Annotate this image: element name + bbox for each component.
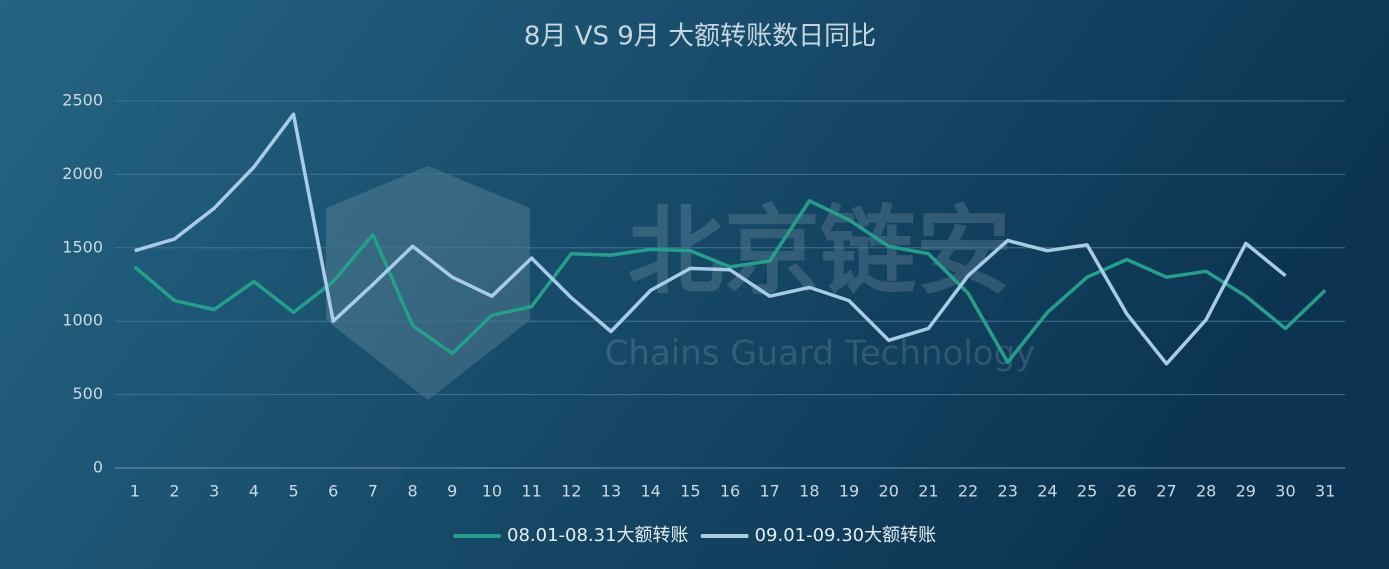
x-tick-label: 18 (799, 482, 819, 501)
x-tick-label: 28 (1196, 482, 1216, 501)
legend-label: 09.01-09.30大额转账 (755, 525, 937, 546)
x-tick-label: 17 (759, 482, 779, 501)
chart-title: 8月 VS 9月 大额转账数日同比 (524, 22, 876, 52)
x-tick-label: 3 (209, 482, 219, 501)
x-tick-label: 13 (601, 482, 621, 501)
x-tick-label: 29 (1236, 482, 1256, 501)
x-tick-label: 9 (447, 482, 457, 501)
x-tick-label: 16 (720, 482, 740, 501)
y-tick-label: 2500 (62, 91, 103, 110)
x-tick-label: 25 (1077, 482, 1097, 501)
x-tick-label: 24 (1037, 482, 1057, 501)
x-tick-label: 30 (1275, 482, 1295, 501)
y-tick-label: 1000 (62, 311, 103, 330)
x-tick-label: 19 (839, 482, 859, 501)
x-tick-label: 27 (1156, 482, 1176, 501)
y-tick-label: 1500 (62, 237, 103, 256)
watermark: 北京链安 Chains Guard Technology (326, 166, 1035, 400)
x-tick-label: 8 (407, 482, 417, 501)
x-tick-label: 22 (958, 482, 978, 501)
x-tick-label: 12 (561, 482, 581, 501)
watermark-subtitle: Chains Guard Technology (605, 334, 1036, 374)
x-tick-label: 20 (879, 482, 899, 501)
series-line (134, 112, 1287, 366)
x-tick-label: 14 (640, 482, 660, 501)
watermark-shield (326, 166, 530, 400)
x-tick-label: 31 (1315, 482, 1335, 501)
x-tick-label: 6 (328, 482, 338, 501)
y-tick-label: 500 (72, 384, 103, 403)
x-tick-label: 1 (130, 482, 140, 501)
x-tick-label: 2 (169, 482, 179, 501)
x-tick-label: 15 (680, 482, 700, 501)
x-tick-label: 4 (249, 482, 259, 501)
legend-label: 08.01-08.31大额转账 (507, 525, 689, 546)
x-tick-label: 10 (482, 482, 502, 501)
x-tick-label: 26 (1117, 482, 1137, 501)
x-tick-label: 11 (521, 482, 541, 501)
x-tick-label: 5 (288, 482, 298, 501)
x-tick-label: 23 (998, 482, 1018, 501)
x-tick-label: 21 (918, 482, 938, 501)
series-line (133, 199, 1327, 365)
y-tick-label: 2000 (62, 164, 103, 183)
x-tick-label: 7 (368, 482, 378, 501)
y-tick-label: 0 (93, 458, 103, 477)
